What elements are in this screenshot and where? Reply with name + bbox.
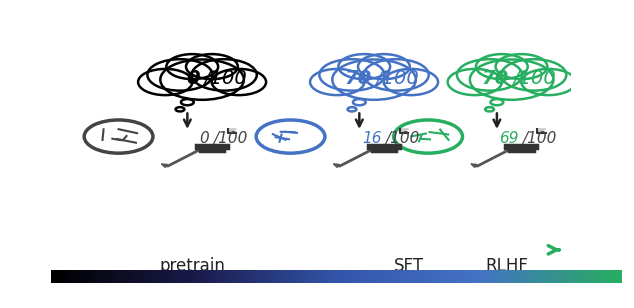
Circle shape	[176, 107, 184, 111]
Circle shape	[491, 99, 503, 105]
Circle shape	[448, 69, 502, 95]
Text: 0: 0	[186, 69, 200, 88]
Circle shape	[496, 54, 547, 79]
Circle shape	[384, 69, 438, 95]
Circle shape	[476, 54, 527, 79]
Text: 69: 69	[500, 132, 519, 146]
FancyBboxPatch shape	[359, 129, 408, 159]
Circle shape	[394, 120, 463, 153]
Text: /100: /100	[522, 132, 557, 146]
Polygon shape	[161, 164, 167, 168]
Text: 16: 16	[362, 132, 382, 146]
Polygon shape	[399, 129, 408, 133]
Circle shape	[353, 99, 366, 105]
Circle shape	[501, 59, 566, 91]
Circle shape	[339, 54, 390, 79]
Text: /100: /100	[213, 132, 247, 146]
Circle shape	[191, 59, 257, 91]
Circle shape	[186, 54, 238, 79]
Circle shape	[256, 120, 325, 153]
Polygon shape	[537, 129, 546, 133]
Circle shape	[84, 120, 153, 153]
Text: SFT: SFT	[394, 257, 424, 275]
Circle shape	[320, 59, 385, 91]
Text: pretrain: pretrain	[159, 257, 225, 275]
Text: RLHF: RLHF	[485, 257, 528, 275]
Circle shape	[310, 69, 365, 95]
Circle shape	[166, 54, 218, 79]
Circle shape	[521, 69, 576, 95]
Text: /100: /100	[385, 132, 419, 146]
Text: 70: 70	[482, 69, 509, 88]
FancyBboxPatch shape	[497, 129, 546, 159]
Circle shape	[457, 59, 522, 91]
Circle shape	[147, 59, 212, 91]
Text: /100: /100	[513, 69, 557, 88]
Text: /100: /100	[203, 69, 247, 88]
Circle shape	[470, 59, 553, 100]
Circle shape	[363, 59, 429, 91]
Circle shape	[181, 99, 194, 105]
Circle shape	[212, 69, 266, 95]
Polygon shape	[333, 164, 340, 168]
Circle shape	[160, 59, 244, 100]
Circle shape	[138, 69, 192, 95]
Circle shape	[485, 107, 494, 111]
Text: 70: 70	[344, 69, 372, 88]
Polygon shape	[471, 164, 477, 168]
FancyBboxPatch shape	[188, 129, 236, 159]
Circle shape	[332, 59, 416, 100]
Circle shape	[347, 107, 356, 111]
Circle shape	[358, 54, 410, 79]
Text: 0: 0	[200, 132, 209, 146]
Text: /100: /100	[375, 69, 419, 88]
Polygon shape	[228, 129, 236, 133]
